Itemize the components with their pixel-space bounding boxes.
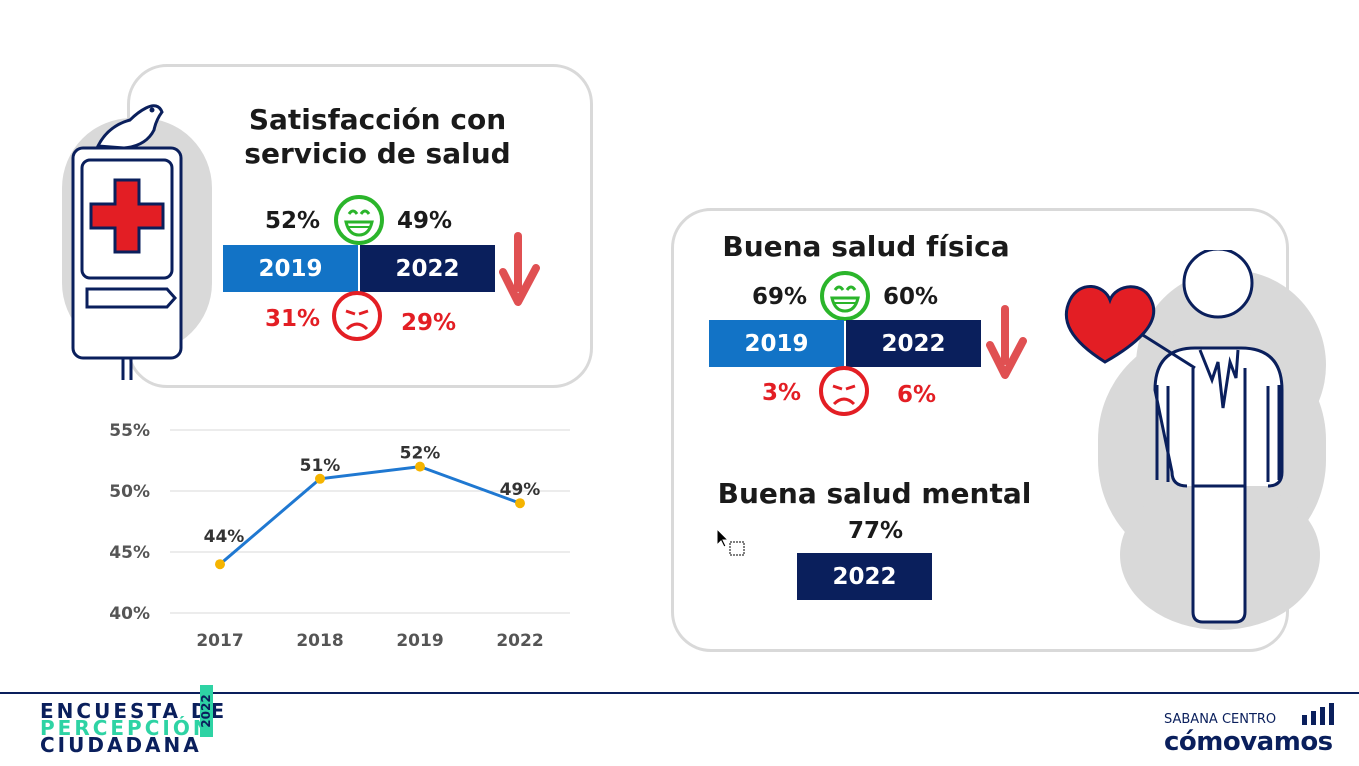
series-line	[219, 465, 521, 566]
salud-fisica-bar-2019: 2019	[709, 320, 844, 367]
encuesta-line3: CIUDADANA	[40, 733, 202, 757]
satisfaccion-bar-2022: 2022	[360, 245, 495, 292]
down-arrow-icon	[499, 232, 540, 306]
encuesta-year: 2022	[199, 685, 213, 737]
salud-fisica-happy-2022: 60%	[883, 284, 939, 310]
data-label: 51%	[300, 456, 341, 476]
down-arrow-icon	[986, 305, 1027, 379]
y-tick-label: 55%	[109, 421, 150, 441]
happy-face-icon	[820, 271, 870, 321]
salud-fisica-bar-2022: 2022	[846, 320, 981, 367]
person-heart-icon	[1064, 250, 1284, 624]
satisfaccion-title-line1: Satisfacción con	[248, 103, 507, 136]
salud-mental-title: Buena salud mental	[717, 477, 1032, 510]
salud-mental-bar-2022: 2022	[797, 553, 932, 600]
sad-face-icon	[332, 291, 382, 341]
data-point	[315, 473, 325, 484]
footer-divider	[0, 692, 1359, 694]
y-tick-label: 50%	[109, 482, 150, 502]
comovamos-bottom: cómovamos	[1164, 727, 1333, 757]
salud-fisica-sad-2019: 3%	[762, 380, 802, 406]
sad-face-icon	[819, 366, 869, 416]
satisfaccion-line-chart: 55% 50% 45% 40% 2017 2018 2019 2022 44% 51% 52% 49%	[109, 421, 570, 651]
satisfaccion-bar-2019: 2019	[223, 245, 358, 292]
comovamos-top: SABANA CENTRO	[1164, 712, 1277, 727]
data-point	[415, 461, 425, 472]
y-tick-label: 40%	[109, 604, 150, 624]
data-label: 49%	[500, 480, 541, 500]
x-tick-label: 2018	[296, 631, 343, 651]
salud-fisica-title: Buena salud física	[722, 230, 1010, 263]
iv-bag-icon	[71, 104, 183, 380]
salud-fisica-happy-2019: 69%	[752, 284, 808, 310]
salud-fisica-sad-2022: 6%	[897, 382, 937, 408]
encuesta-line1: ENCUESTA DE	[40, 699, 228, 723]
data-label: 44%	[204, 527, 245, 547]
encuesta-line2: PERCEPCIÓN	[40, 716, 213, 740]
x-tick-label: 2022	[496, 631, 543, 651]
bars-logo-icon	[1302, 703, 1334, 725]
satisfaccion-sad-2022: 29%	[401, 310, 457, 336]
satisfaccion-title: Satisfacción con servicio de salud	[230, 103, 525, 171]
y-tick-label: 45%	[109, 543, 150, 563]
data-label: 52%	[400, 444, 441, 464]
x-tick-label: 2019	[396, 631, 443, 651]
mouse-cursor-icon	[716, 528, 745, 556]
data-point	[215, 559, 225, 570]
satisfaccion-sad-2019: 31%	[265, 306, 321, 332]
data-point	[515, 498, 525, 509]
satisfaccion-happy-2022: 49%	[397, 208, 453, 234]
x-tick-label: 2017	[196, 631, 243, 651]
satisfaccion-happy-2019: 52%	[265, 208, 321, 234]
salud-mental-pct: 77%	[848, 518, 904, 544]
satisfaccion-title-line2: servicio de salud	[244, 137, 511, 170]
happy-face-icon	[334, 195, 384, 245]
